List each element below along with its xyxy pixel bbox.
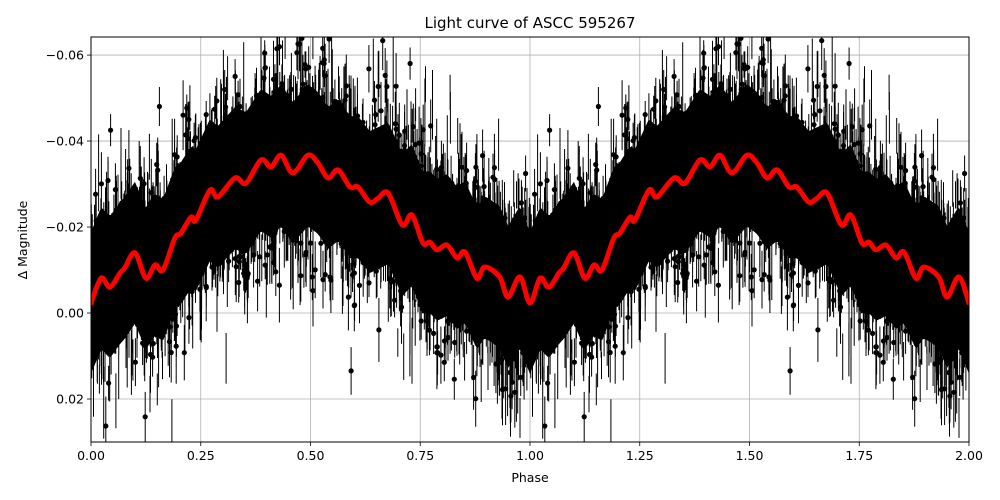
x-tick-label: 0.75	[406, 448, 434, 463]
y-axis: −0.06 −0.04 −0.02 0.00 0.02	[46, 48, 91, 407]
x-tick-label: 0.50	[297, 448, 325, 463]
model-curve	[91, 152, 969, 306]
chart-title: Light curve of ASCC 595267	[425, 14, 636, 32]
x-tick-label: 1.00	[516, 448, 544, 463]
x-tick-label: 1.50	[736, 448, 764, 463]
x-tick-label: 0.25	[187, 448, 215, 463]
x-tick-label: 0.00	[77, 448, 105, 463]
model-line	[91, 152, 969, 306]
x-tick-label: 1.75	[845, 448, 873, 463]
y-tick-label: −0.04	[46, 134, 84, 149]
x-tick-label: 2.00	[955, 448, 983, 463]
x-axis-label: Phase	[511, 470, 549, 485]
x-axis: 0.00 0.25 0.50 0.75 1.00 1.25 1.50 1.75 2.00	[77, 442, 983, 463]
y-tick-label: 0.00	[56, 306, 84, 321]
y-tick-label: −0.06	[46, 48, 84, 63]
y-tick-label: −0.02	[46, 220, 84, 235]
y-axis-label: Δ Magnitude	[15, 200, 30, 279]
y-tick-label: 0.02	[56, 392, 84, 407]
x-tick-label: 1.25	[626, 448, 654, 463]
